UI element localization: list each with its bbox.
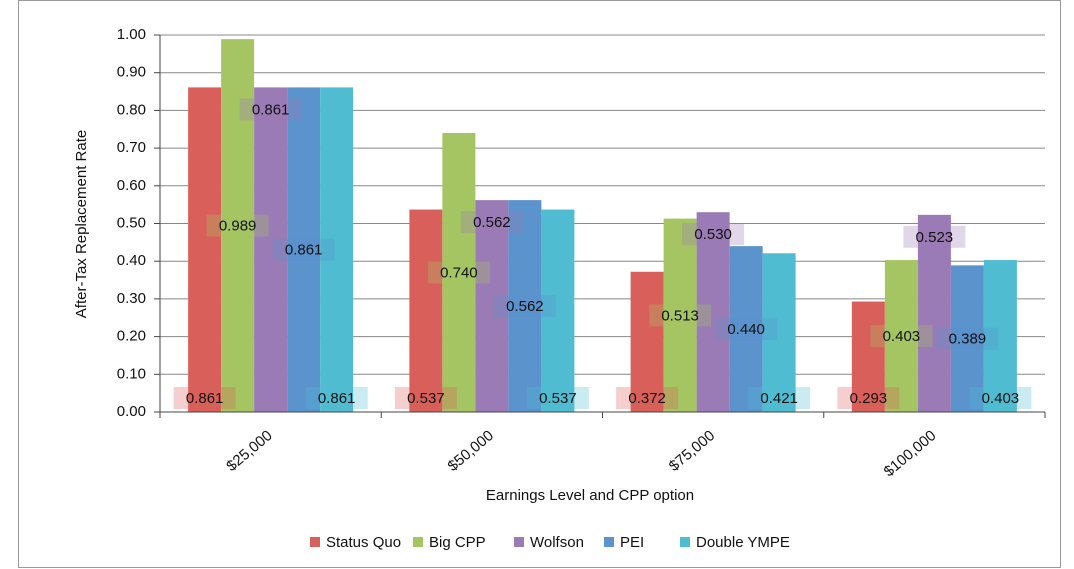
data-label-box (616, 387, 679, 409)
x-tick-label: $50,000 (445, 427, 497, 475)
data-label-box (682, 223, 745, 246)
data-label: 0.562 (506, 298, 544, 315)
legend-label: Wolfson (530, 534, 584, 551)
bar (475, 200, 509, 412)
data-label: 0.562 (473, 214, 511, 231)
legend-label: Double YMPE (696, 534, 790, 551)
data-label: 0.537 (539, 390, 577, 407)
data-label-box (173, 387, 236, 409)
legend-swatch (310, 537, 320, 547)
data-label-box (305, 387, 368, 409)
y-tick-label: 0.10 (117, 365, 146, 382)
data-label: 0.403 (982, 390, 1020, 407)
data-label-box (715, 318, 778, 341)
legend-label: PEI (620, 534, 644, 551)
x-tick-label: $75,000 (666, 427, 718, 475)
data-label: 0.861 (186, 390, 224, 407)
data-label-box (460, 211, 523, 234)
data-label-box (837, 387, 900, 409)
bar (630, 271, 664, 412)
data-label: 0.513 (661, 307, 699, 324)
data-label: 0.861 (285, 242, 323, 259)
bar (254, 87, 288, 412)
bar (442, 133, 476, 412)
data-label: 0.523 (916, 229, 954, 246)
bar (320, 87, 354, 412)
legend-label: Status Quo (326, 534, 401, 551)
y-axis-label: After-Tax Replacement Rate (73, 130, 90, 318)
legend-swatch (604, 537, 614, 547)
bar (221, 39, 255, 412)
bar (917, 214, 951, 412)
data-label-box (903, 225, 966, 248)
x-tick-label: $25,000 (223, 427, 275, 475)
y-tick-label: 0.00 (117, 403, 146, 420)
bar (541, 209, 575, 412)
data-label: 0.989 (219, 218, 257, 235)
legend-label: Big CPP (429, 534, 486, 551)
bar (950, 265, 984, 412)
data-label: 0.861 (252, 101, 290, 118)
y-tick-label: 1.00 (117, 26, 146, 43)
bar (983, 260, 1017, 412)
data-label-box (394, 387, 457, 409)
legend-swatch (514, 537, 524, 547)
x-axis-label: Earnings Level and CPP option (486, 487, 694, 504)
data-label-box (649, 304, 712, 327)
data-label: 0.440 (727, 321, 765, 338)
data-label: 0.740 (440, 264, 478, 281)
bar (729, 246, 763, 412)
data-label-box (206, 214, 269, 237)
data-label-box (427, 261, 490, 284)
bar (851, 301, 885, 412)
y-tick-label: 0.70 (117, 139, 146, 156)
bar (508, 200, 542, 412)
data-label: 0.403 (883, 328, 921, 345)
data-label: 0.530 (694, 226, 732, 243)
y-tick-label: 0.40 (117, 252, 146, 269)
data-label-box (870, 325, 933, 348)
data-label-box (969, 387, 1032, 409)
y-tick-label: 0.20 (117, 328, 146, 345)
y-tick-label: 0.80 (117, 101, 146, 118)
data-label-box (493, 295, 556, 318)
bar (663, 218, 697, 412)
data-label: 0.421 (760, 390, 798, 407)
data-label-box (239, 98, 302, 121)
bar (762, 253, 796, 412)
chart-frame (18, 0, 1061, 568)
x-tick-label: $100,000 (881, 427, 940, 480)
data-label-box (748, 387, 811, 409)
data-label-box (272, 238, 335, 261)
data-label: 0.389 (949, 331, 987, 348)
y-tick-label: 0.30 (117, 290, 146, 307)
y-tick-label: 0.60 (117, 177, 146, 194)
data-label: 0.372 (628, 390, 666, 407)
legend-swatch (680, 537, 690, 547)
y-tick-label: 0.90 (117, 64, 146, 81)
data-label-box (936, 327, 999, 350)
bar (884, 260, 918, 412)
data-label: 0.537 (407, 390, 445, 407)
legend-swatch (413, 537, 423, 547)
data-label-box (526, 387, 589, 409)
bar (287, 87, 321, 412)
bar (409, 209, 443, 412)
y-tick-label: 0.50 (117, 214, 146, 231)
data-label: 0.861 (318, 390, 356, 407)
bar (696, 212, 730, 412)
bar (188, 87, 222, 412)
data-label: 0.293 (850, 390, 888, 407)
